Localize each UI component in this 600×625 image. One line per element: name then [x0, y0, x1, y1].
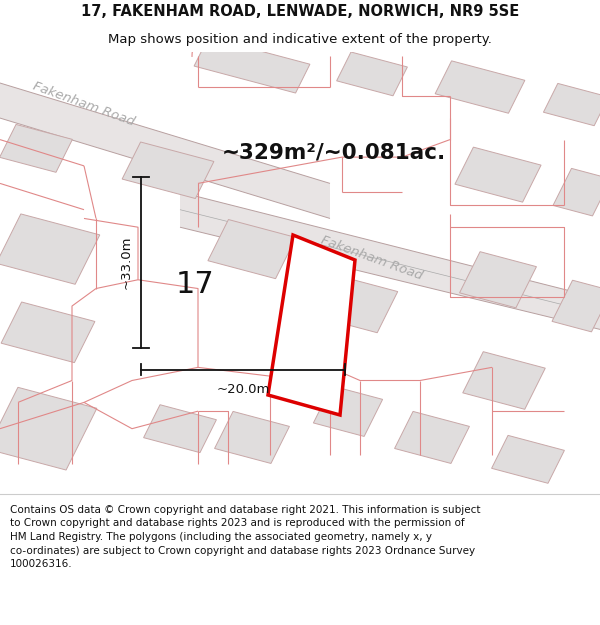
Polygon shape	[1, 302, 95, 362]
Polygon shape	[194, 38, 310, 93]
Text: ~20.0m: ~20.0m	[217, 382, 269, 396]
Text: Contains OS data © Crown copyright and database right 2021. This information is : Contains OS data © Crown copyright and d…	[10, 505, 481, 569]
Polygon shape	[460, 252, 536, 308]
Text: 17, FAKENHAM ROAD, LENWADE, NORWICH, NR9 5SE: 17, FAKENHAM ROAD, LENWADE, NORWICH, NR9…	[81, 4, 519, 19]
Text: Fakenham Road: Fakenham Road	[319, 233, 425, 282]
Polygon shape	[337, 52, 407, 96]
Polygon shape	[215, 411, 289, 464]
Polygon shape	[435, 61, 525, 113]
Polygon shape	[544, 83, 600, 126]
Polygon shape	[0, 388, 97, 470]
Polygon shape	[491, 436, 565, 483]
Polygon shape	[455, 147, 541, 202]
Polygon shape	[143, 405, 217, 452]
Polygon shape	[180, 192, 600, 337]
Polygon shape	[463, 352, 545, 409]
Polygon shape	[0, 74, 330, 219]
Polygon shape	[0, 214, 100, 284]
Polygon shape	[298, 271, 398, 332]
Text: ~329m²/~0.081ac.: ~329m²/~0.081ac.	[222, 142, 446, 162]
Polygon shape	[122, 142, 214, 199]
Text: 17: 17	[176, 269, 214, 299]
Text: Map shows position and indicative extent of the property.: Map shows position and indicative extent…	[108, 32, 492, 46]
Text: Fakenham Road: Fakenham Road	[31, 80, 137, 129]
Polygon shape	[268, 235, 355, 415]
Polygon shape	[395, 411, 469, 464]
Polygon shape	[208, 219, 296, 279]
Polygon shape	[553, 168, 600, 216]
Text: ~33.0m: ~33.0m	[119, 236, 133, 289]
Polygon shape	[552, 280, 600, 332]
Polygon shape	[0, 124, 73, 172]
Polygon shape	[313, 386, 383, 436]
